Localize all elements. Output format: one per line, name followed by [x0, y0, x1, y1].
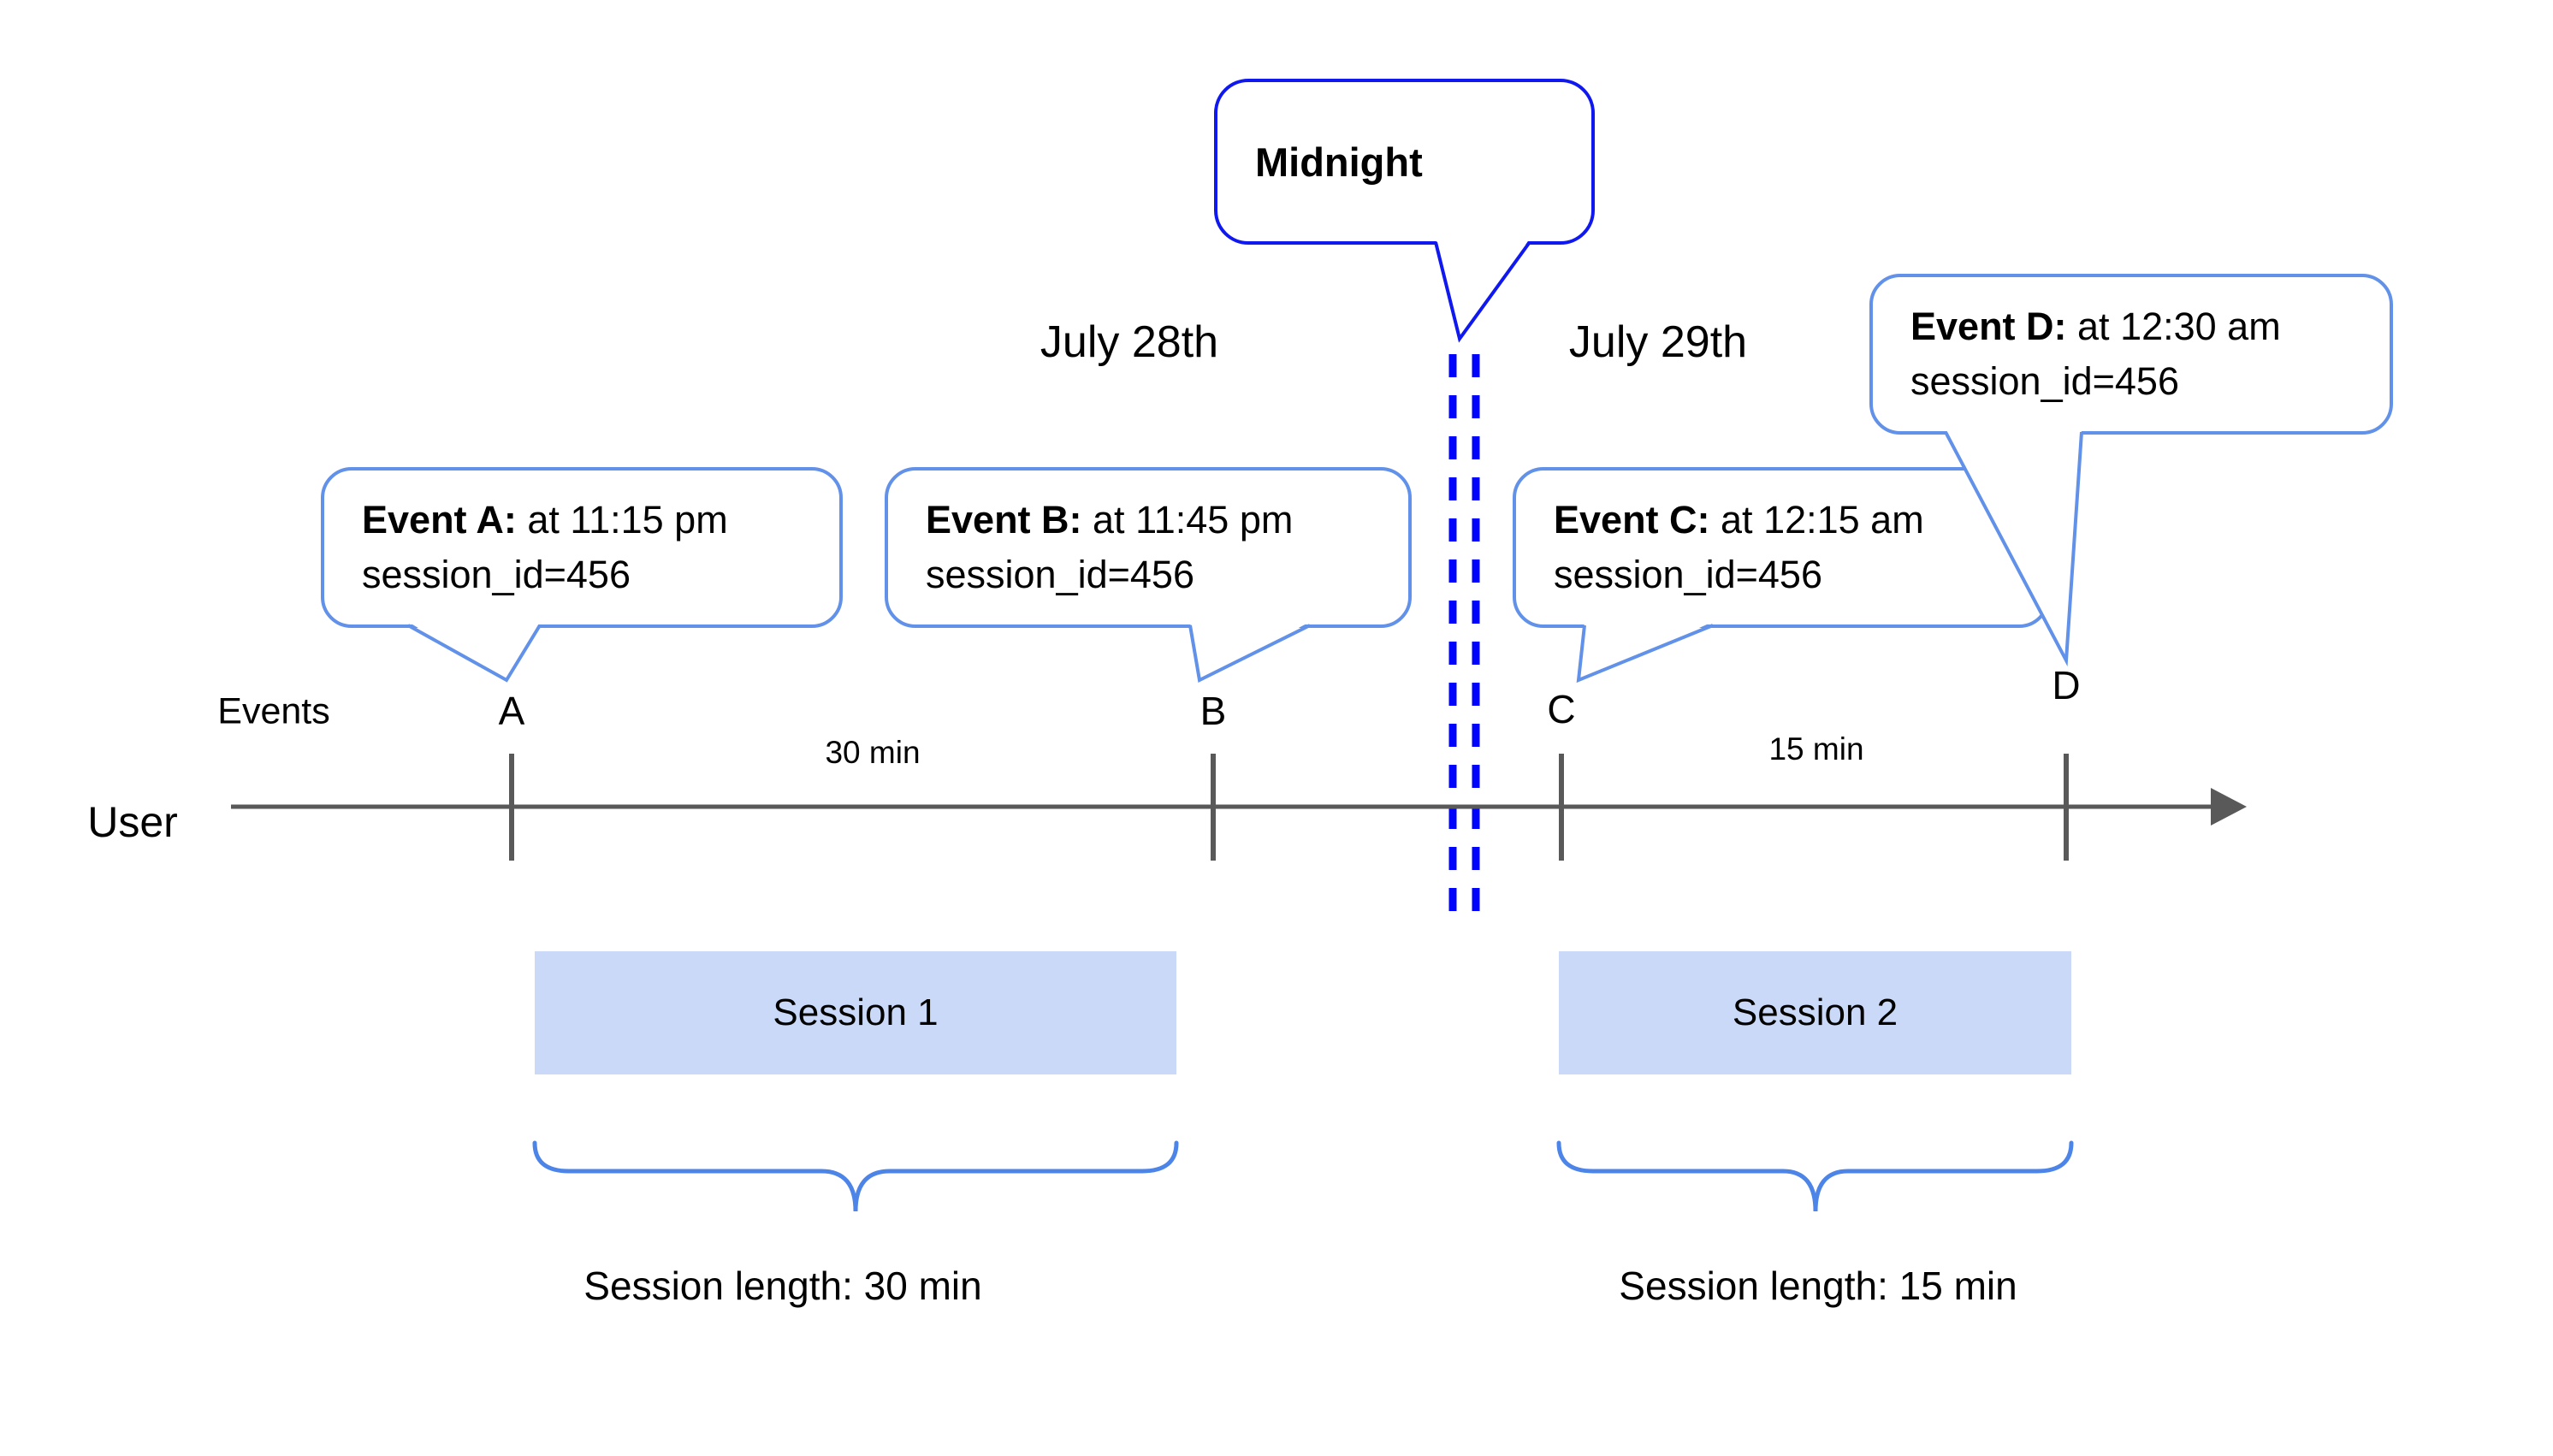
event-a-title: Event A:	[362, 498, 517, 542]
event-a-line1: Event A: at 11:15 pm	[362, 493, 839, 547]
event-a-callout-tail-outline	[407, 624, 542, 683]
midnight-callout-tail	[1436, 239, 1530, 337]
event-c-line1: Event C: at 12:15 am	[1554, 493, 2047, 547]
event-b-time: at 11:45 pm	[1081, 498, 1294, 542]
event-marker-d: D	[2052, 663, 2081, 707]
event-d-callout: Event D: at 12:30 am session_id=456	[1869, 274, 2393, 435]
session-2-label: Session 2	[1732, 991, 1898, 1033]
event-d-time: at 12:30 am	[2066, 305, 2281, 348]
event-a-session-id: session_id=456	[362, 553, 631, 596]
event-b-session-id: session_id=456	[926, 553, 1194, 596]
session-2-brace	[1556, 1140, 2074, 1212]
event-marker-c: C	[1547, 687, 1576, 731]
event-b-line1: Event B: at 11:45 pm	[926, 493, 1408, 547]
event-c-title: Event C:	[1554, 498, 1710, 542]
event-marker-b: B	[1199, 689, 1227, 733]
event-d-title: Event D:	[1910, 305, 2067, 348]
midnight-callout: Midnight	[1214, 79, 1595, 245]
midnight-label: Midnight	[1255, 139, 1423, 185]
event-a-time: at 11:15 pm	[516, 498, 728, 542]
session-1-box: Session 1	[535, 951, 1176, 1074]
event-d-session-id: session_id=456	[1910, 359, 2179, 403]
event-b-callout-tail-outline	[1188, 624, 1311, 683]
session-2-box: Session 2	[1559, 951, 2071, 1074]
event-c-session-id: session_id=456	[1554, 553, 1822, 596]
event-c-callout: Event C: at 12:15 am session_id=456	[1513, 467, 2050, 628]
event-a-callout-tail	[408, 622, 540, 680]
timeline-arrowhead	[2211, 788, 2247, 826]
event-a-callout: Event A: at 11:15 pm session_id=456	[321, 467, 843, 628]
event-marker-a: A	[498, 689, 525, 733]
session-1-length-label: Session length: 30 min	[583, 1264, 982, 1308]
event-c-time: at 12:15 am	[1709, 498, 1924, 542]
event-b-callout-tail	[1190, 622, 1310, 680]
event-c-callout-tail-outline	[1576, 624, 1714, 684]
interval-label-30min: 30 min	[825, 735, 921, 770]
interval-label-15min: 15 min	[1768, 731, 1864, 766]
session-1-brace	[532, 1140, 1179, 1212]
events-axis-label: Events	[217, 690, 330, 732]
date-label-july-28: July 28th	[1040, 317, 1219, 367]
date-label-july-29: July 29th	[1568, 317, 1748, 367]
session-1-label: Session 1	[773, 991, 939, 1033]
event-c-callout-tail	[1579, 622, 1713, 680]
event-d-line1: Event D: at 12:30 am	[1910, 299, 2390, 354]
user-axis-label: User	[87, 798, 178, 846]
event-b-title: Event B:	[926, 498, 1082, 542]
session-2-length-label: Session length: 15 min	[1619, 1264, 2017, 1308]
midnight-callout-tail-outline	[1434, 240, 1531, 343]
event-b-callout: Event B: at 11:45 pm session_id=456	[885, 467, 1412, 628]
